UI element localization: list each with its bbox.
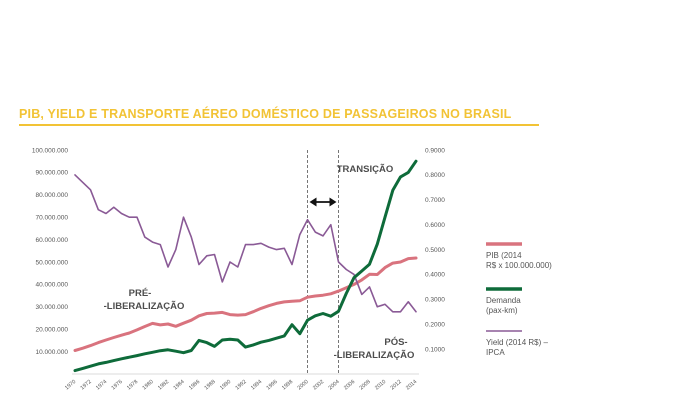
y-right-tick-label: 0.9000 <box>425 147 445 154</box>
x-tick-label: 1982 <box>157 379 170 391</box>
y-right-tick-label: 0.4000 <box>425 272 445 279</box>
y-right-tick-label: 0.7000 <box>425 197 445 204</box>
annotation-transicao: TRANSIÇÃO <box>337 164 393 175</box>
x-tick-label: 1984 <box>173 379 186 391</box>
y-left-tick-label: 90.000.000 <box>35 170 68 177</box>
x-tick-label: 1974 <box>95 379 108 391</box>
transition-arrow-right-head <box>329 197 337 207</box>
y-left-tick-label: 100.000.000 <box>32 147 69 154</box>
series-line-yield <box>74 174 417 313</box>
y-left-tick-label: 40.000.000 <box>35 282 68 289</box>
x-tick-label: 1994 <box>250 379 263 391</box>
x-tick-label: 2012 <box>390 379 403 391</box>
legend-label: (pax-km) <box>486 306 518 315</box>
x-tick-label: 1992 <box>235 379 248 391</box>
y-left-tick-label: 20.000.000 <box>35 327 68 334</box>
annotation-pre-liberalizacao: -LIBERALIZAÇÃO <box>104 301 185 312</box>
x-tick-label: 2008 <box>359 379 372 391</box>
x-tick-label: 1976 <box>111 379 124 391</box>
x-tick-label: 1972 <box>80 379 93 391</box>
legend-label: R$ x 100.000.000) <box>486 261 552 270</box>
series-line-pib <box>73 256 418 352</box>
y-left-tick-label: 70.000.000 <box>35 215 68 222</box>
y-right-tick-label: 0.2000 <box>425 322 445 329</box>
annotation-pos-liberalizacao: -LIBERALIZAÇÃO <box>334 350 415 361</box>
x-tick-label: 2004 <box>328 379 341 391</box>
x-tick-label: 1996 <box>266 379 279 391</box>
y-left-tick-label: 30.000.000 <box>35 304 68 311</box>
x-tick-label: 2002 <box>312 379 325 391</box>
legend-label: Yield (2014 R$) – <box>486 338 549 347</box>
chart-title: PIB, YIELD E TRANSPORTE AÉREO DOMÉSTICO … <box>19 107 512 121</box>
series-line-demanda <box>73 159 418 373</box>
x-tick-label: 1990 <box>219 379 232 391</box>
x-tick-label: 1988 <box>204 379 217 391</box>
y-left-tick-label: 10.000.000 <box>35 349 68 356</box>
legend-label: Demanda <box>486 296 521 305</box>
y-left-tick-label: 50.000.000 <box>35 259 68 266</box>
annotation-pos-liberalizacao: PÓS- <box>384 336 407 348</box>
x-tick-label: 1978 <box>126 379 139 391</box>
legend-label: PIB (2014 <box>486 251 522 260</box>
x-tick-label: 2000 <box>297 379 310 391</box>
x-tick-label: 1970 <box>64 379 77 391</box>
x-tick-label: 2006 <box>343 379 356 391</box>
y-left-tick-label: 60.000.000 <box>35 237 68 244</box>
x-tick-label: 2010 <box>374 379 387 391</box>
y-right-tick-label: 0.6000 <box>425 222 445 229</box>
annotation-pre-liberalizacao: PRÉ- <box>129 288 152 299</box>
y-right-tick-label: 0.5000 <box>425 247 445 254</box>
x-tick-label: 1998 <box>281 379 294 391</box>
x-tick-label: 2014 <box>405 379 418 391</box>
x-tick-label: 1986 <box>188 379 201 391</box>
y-right-tick-label: 0.3000 <box>425 297 445 304</box>
legend-label: IPCA <box>486 348 505 357</box>
y-right-tick-label: 0.8000 <box>425 172 445 179</box>
x-tick-label: 1980 <box>142 379 155 391</box>
transition-arrow-left-head <box>309 197 317 207</box>
y-left-tick-label: 80.000.000 <box>35 192 68 199</box>
title-underline <box>19 124 539 126</box>
y-right-tick-label: 0.1000 <box>425 346 445 353</box>
